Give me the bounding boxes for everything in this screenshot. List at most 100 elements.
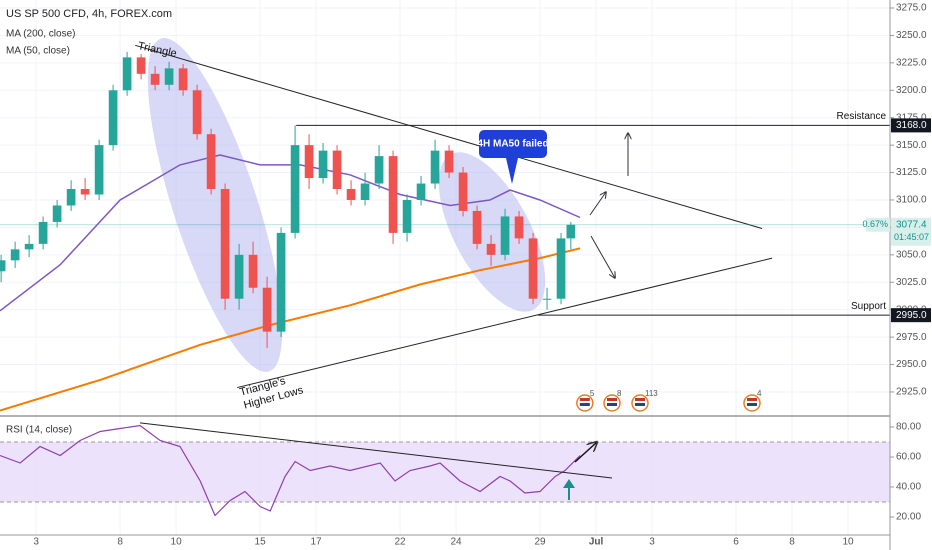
y-tick-label: 3125.0 [896,167,927,178]
candle-body [122,57,132,91]
candle-body [304,145,314,179]
candle-body [514,216,524,239]
legend-entry: MA (50, close) [6,46,70,57]
x-tick-label: Jul [589,537,604,548]
level-name: Support [851,301,886,312]
arrow [574,442,597,463]
candle-body [108,90,118,146]
price-label: 3168.0 [896,120,927,131]
up-arrow [563,479,575,500]
candle-body [38,221,48,244]
y-tick-label: 3225.0 [896,57,927,68]
y-tick-label: 60.00 [896,452,921,463]
level-name: Resistance [837,111,887,122]
x-tick-label: 24 [450,537,462,548]
candle-body [542,298,552,300]
candle-body [528,238,538,299]
arrow [589,192,606,216]
candle-body [52,205,62,222]
event-flag [579,403,590,406]
candle-body [66,189,76,206]
price-label-box [891,308,931,323]
x-tick-label: 3 [649,537,655,548]
x-tick-label: 8 [117,537,123,548]
legend-entry: MA (200, close) [6,29,75,40]
event-flag [634,398,645,401]
candle-body [566,224,576,239]
x-tick-label: 17 [311,537,323,548]
event-count: 4 [757,389,762,398]
y-tick-label: 3025.0 [896,277,927,288]
price-label-box [891,217,931,246]
change-box [866,217,890,232]
candle-body [416,183,426,200]
countdown: 01:45:07 [894,232,929,242]
candle-body [332,150,342,190]
x-tick-label: 10 [842,537,854,548]
arrow [590,235,615,278]
candle-body [444,150,454,173]
y-tick-label: 2975.0 [896,332,927,343]
y-tick-label: 3150.0 [896,140,927,151]
candle-body [374,156,384,184]
x-tick-label: 15 [255,537,267,548]
highlight-ellipse [147,38,283,372]
x-tick-label: 3 [33,537,39,548]
symbol-title: US SP 500 CFD, 4h, FOREX.com [6,8,172,20]
ma-line [0,247,581,412]
y-tick-label: 3050.0 [896,249,927,260]
y-tick-label: 3100.0 [896,195,927,206]
event-count: 5 [590,389,595,398]
candle-body [556,238,566,299]
event-flag [606,403,617,406]
candle-body [192,90,202,135]
candle-body [472,210,482,244]
candle-body [262,287,272,332]
rsi-band [0,442,890,502]
y-tick-label: 40.00 [896,482,921,493]
callout [479,130,547,184]
candle-body [150,73,160,85]
candle-body [94,145,104,195]
event-flag [746,398,757,401]
candle-body [248,254,258,288]
plot [0,44,890,517]
candle-body [136,57,146,74]
candle-body [500,216,510,255]
candle-body [234,254,244,299]
y-tick-label: 20.00 [896,512,921,523]
legend-entry: RSI (14, close) [6,425,72,436]
price-label-box [891,118,931,133]
event-flag [606,398,617,401]
x-tick-label: 29 [534,537,546,548]
candle-body [164,68,174,85]
event-flag [579,398,590,401]
y-tick-label: 3250.0 [896,30,927,41]
y-tick-label: 3275.0 [896,3,927,14]
candle-body [290,145,300,233]
event-count: 8 [617,389,622,398]
x-tick-label: 8 [789,537,795,548]
candle-body [24,243,34,250]
candle-body [458,172,468,211]
y-tick-label: 80.00 [896,422,921,433]
x-tick-label: 6 [733,537,739,548]
candle-body [80,189,90,195]
candle-body [276,232,286,332]
x-tick-label: 10 [171,537,183,548]
y-tick-label: 2925.0 [896,387,927,398]
candle-body [220,189,230,299]
y-tick-label: 2950.0 [896,359,927,370]
event-count: 113 [645,389,658,398]
candle-body [360,183,370,200]
candle-body [346,189,356,200]
change-label: 0.67% [862,219,888,229]
trendline [135,44,763,229]
candle-body [486,243,496,255]
rsi-line [0,424,581,517]
x-tick-label: 22 [395,537,407,548]
event-flag [634,403,645,406]
candle-body [388,156,398,233]
y-tick-label: 3200.0 [896,85,927,96]
